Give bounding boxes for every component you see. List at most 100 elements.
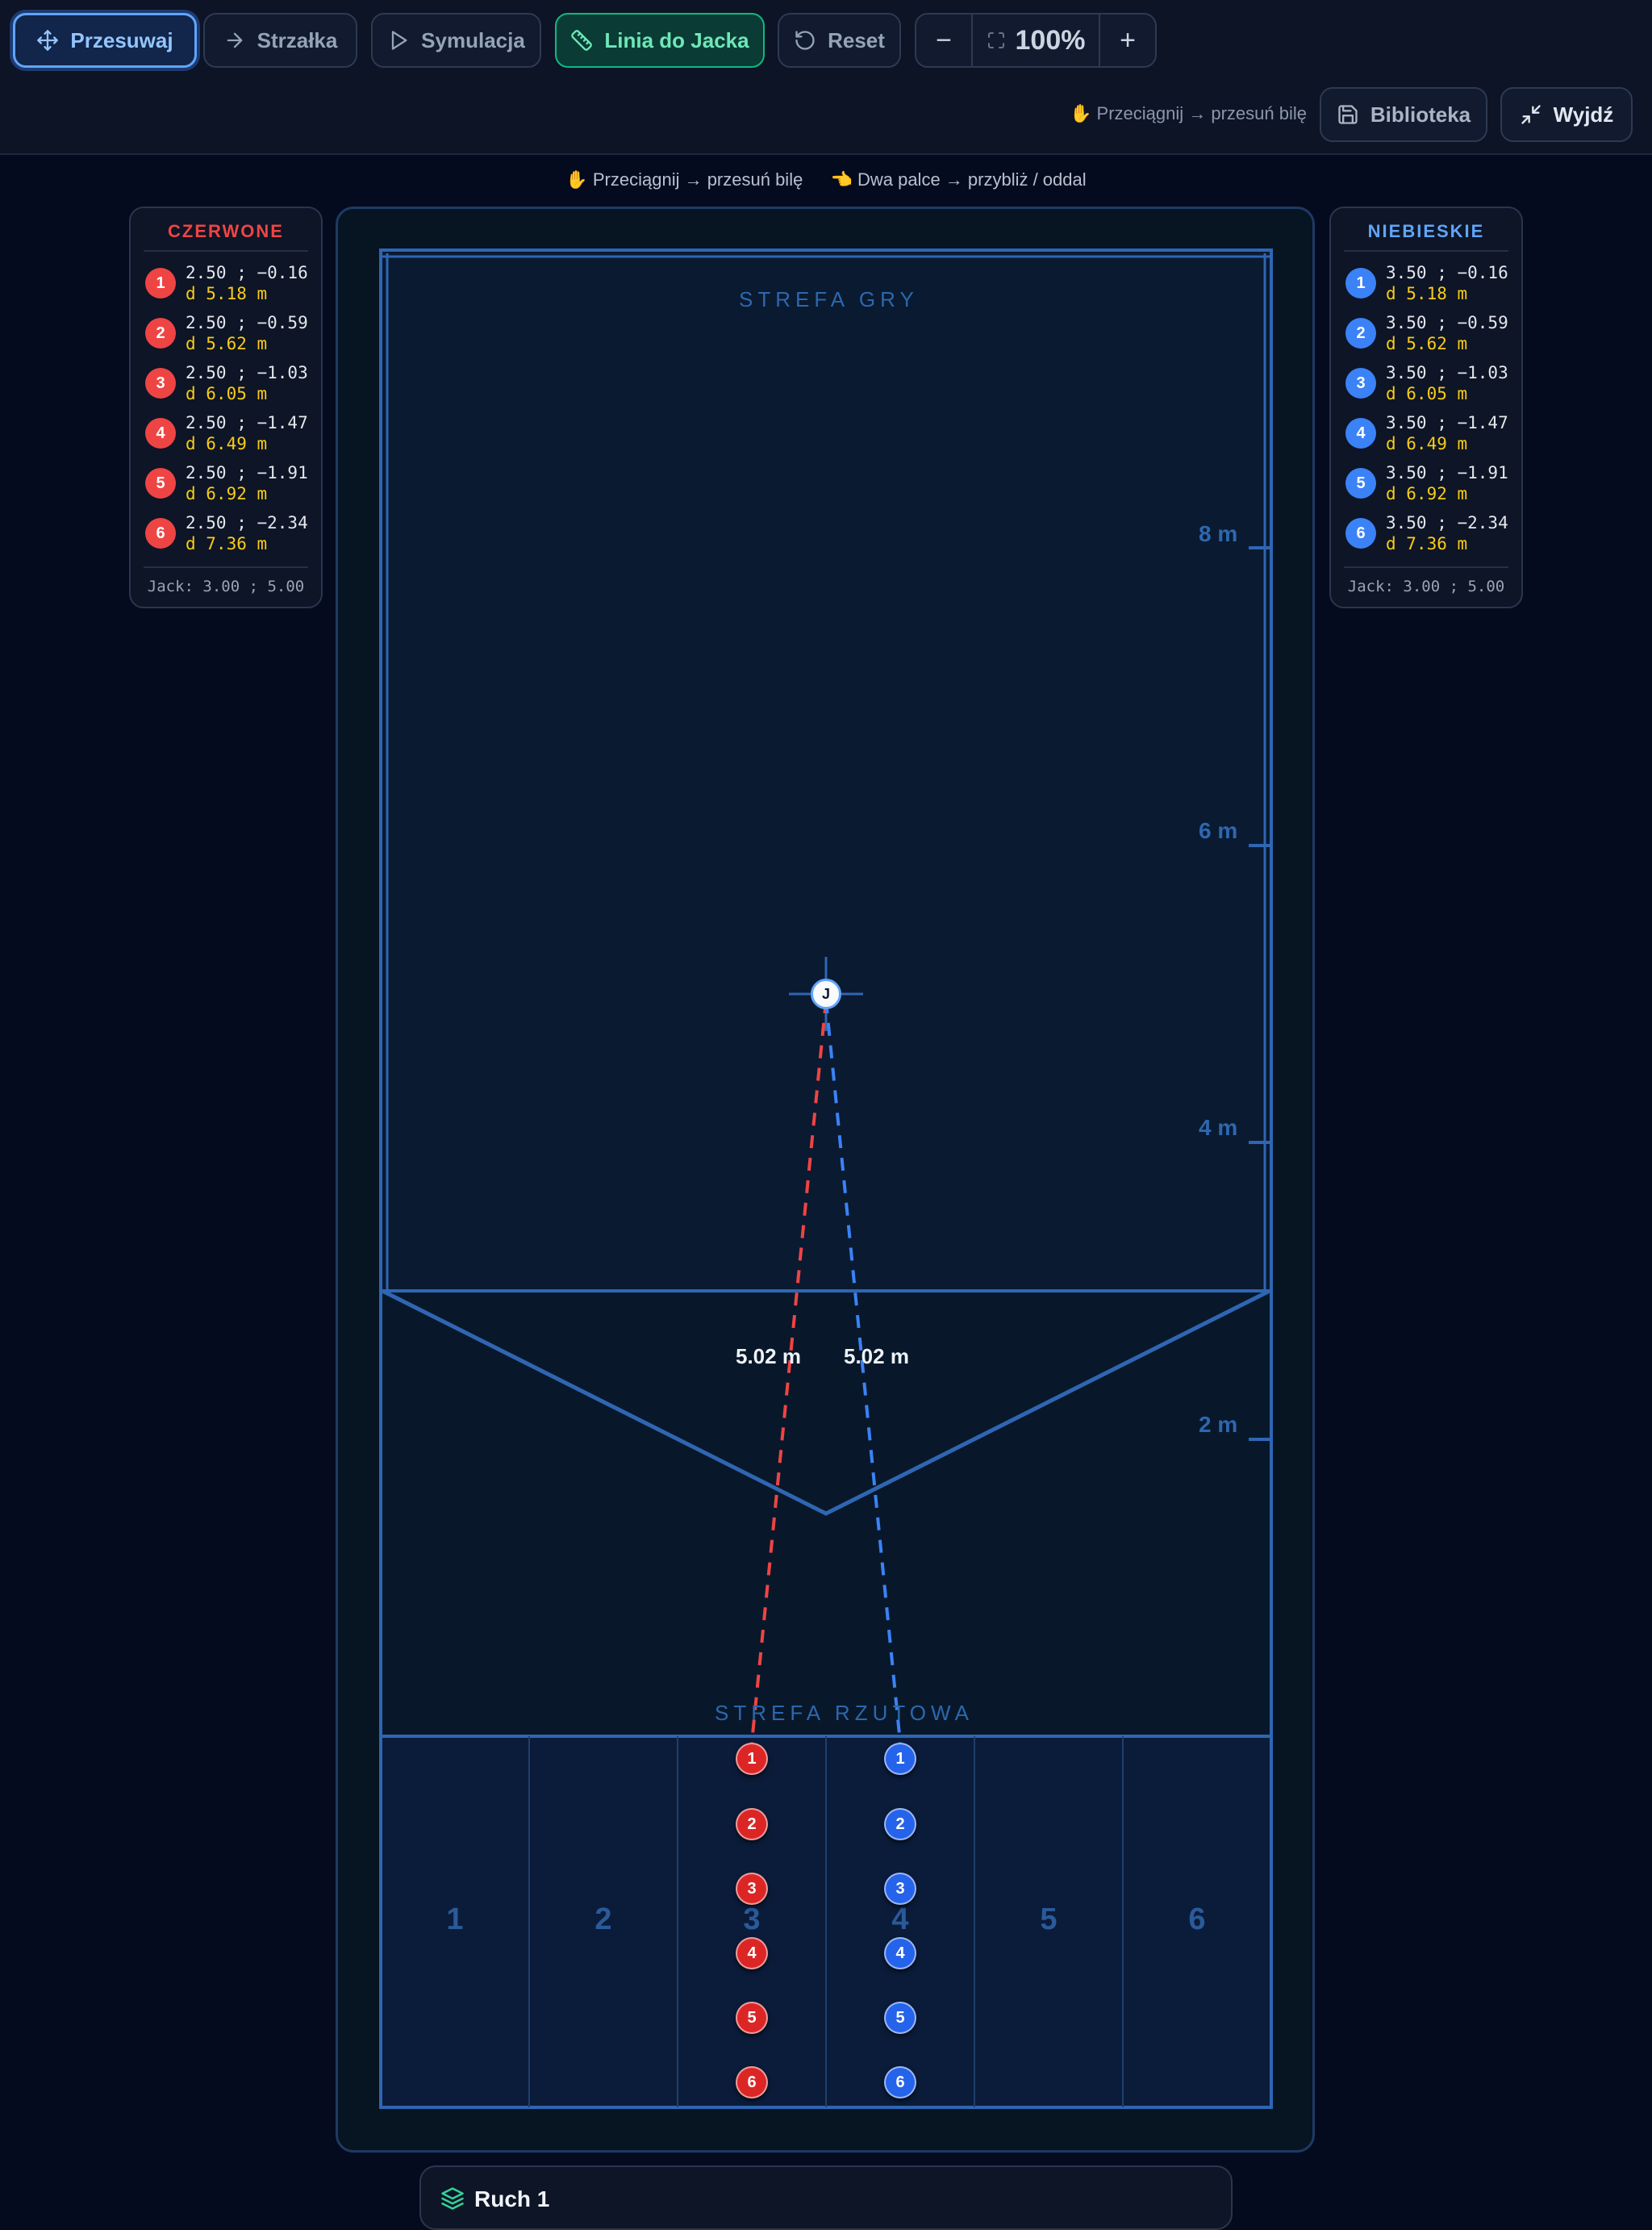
red-ball[interactable]: 1 bbox=[736, 1743, 768, 1775]
blue-ball-coords: 3.50 ; −1.47 bbox=[1386, 413, 1508, 432]
blue-ball[interactable]: 4 bbox=[884, 1937, 916, 1969]
blue-ball-coords: 3.50 ; −2.34 bbox=[1386, 513, 1508, 532]
blue-ball-info: 3.50 ; −1.47 d 6.49 m bbox=[1386, 412, 1508, 454]
red-ball-distance: d 5.62 m bbox=[186, 334, 268, 353]
red-ball-info: 2.50 ; −1.47 d 6.49 m bbox=[186, 412, 308, 454]
library-button[interactable]: Biblioteka bbox=[1320, 87, 1487, 142]
red-measure-line bbox=[750, 1000, 828, 1743]
distance-mark-6m: 6 m bbox=[1199, 818, 1238, 843]
lane-number: 3 bbox=[743, 1902, 761, 1936]
red-ball-info: 2.50 ; −1.91 d 6.92 m bbox=[186, 462, 308, 504]
red-ball-badge: 1 bbox=[145, 268, 176, 299]
blue-panel-row: 1 3.50 ; −0.16 d 5.18 m bbox=[1344, 258, 1508, 308]
red-ball-info: 2.50 ; −0.59 d 5.62 m bbox=[186, 312, 308, 354]
red-ball-distance: d 6.05 m bbox=[186, 384, 268, 403]
jack-ball[interactable]: J bbox=[811, 979, 841, 1009]
blue-panel-title: NIEBIESKIE bbox=[1344, 221, 1508, 252]
drag-gesture-hint: ✋ Przeciągnij → przesuń bilę bbox=[565, 169, 803, 190]
move-title: Ruch 1 bbox=[474, 2186, 550, 2211]
jack-line-button[interactable]: Linia do Jacka bbox=[555, 13, 765, 68]
lane-number: 1 bbox=[446, 1902, 464, 1936]
simulation-label: Symulacja bbox=[421, 27, 525, 52]
arrow-right-icon bbox=[227, 32, 242, 48]
blue-panel-jack-position: Jack: 3.00 ; 5.00 bbox=[1344, 566, 1508, 595]
blue-ball[interactable]: 1 bbox=[884, 1743, 916, 1775]
blue-ball[interactable]: 5 bbox=[884, 2002, 916, 2034]
blue-ball-badge: 4 bbox=[1345, 418, 1376, 449]
blue-panel-row: 6 3.50 ; −2.34 d 7.36 m bbox=[1344, 508, 1508, 558]
toolbar: Przesuwaj Strzałka Symulacja Linia do Ja… bbox=[0, 0, 1652, 155]
ruler-icon bbox=[571, 30, 593, 51]
red-panel-jack-position: Jack: 3.00 ; 5.00 bbox=[144, 566, 308, 595]
red-panel-row: 5 2.50 ; −1.91 d 6.92 m bbox=[144, 458, 308, 508]
red-panel-row: 2 2.50 ; −0.59 d 5.62 m bbox=[144, 308, 308, 358]
blue-ball-info: 3.50 ; −1.03 d 6.05 m bbox=[1386, 362, 1508, 404]
blue-panel-row: 3 3.50 ; −1.03 d 6.05 m bbox=[1344, 358, 1508, 408]
arrow-mode-button[interactable]: Strzałka bbox=[203, 13, 357, 68]
red-panel-row: 4 2.50 ; −1.47 d 6.49 m bbox=[144, 408, 308, 458]
red-ball-coords: 2.50 ; −1.91 bbox=[186, 463, 308, 482]
blue-ball-distance: d 6.92 m bbox=[1386, 484, 1468, 503]
lane-number: 4 bbox=[891, 1902, 909, 1936]
red-ball[interactable]: 5 bbox=[736, 2002, 768, 2034]
zoom-controls: − 100% + bbox=[915, 13, 1157, 68]
distance-mark-2m: 2 m bbox=[1199, 1412, 1238, 1437]
blue-ball-badge: 1 bbox=[1345, 268, 1376, 299]
blue-ball-badge: 3 bbox=[1345, 368, 1376, 399]
zoom-level-value: 100% bbox=[1015, 24, 1086, 56]
red-ball-distance: d 6.92 m bbox=[186, 484, 268, 503]
red-ball[interactable]: 4 bbox=[736, 1937, 768, 1969]
blue-ball-distance: d 5.18 m bbox=[1386, 284, 1468, 303]
red-ball[interactable]: 3 bbox=[736, 1873, 768, 1905]
exit-button[interactable]: Wyjdź bbox=[1500, 87, 1633, 142]
blue-ball-distance: d 5.62 m bbox=[1386, 334, 1468, 353]
simulation-button[interactable]: Symulacja bbox=[371, 13, 541, 68]
move-mode-button[interactable]: Przesuwaj bbox=[13, 13, 197, 68]
blue-panel-row: 2 3.50 ; −0.59 d 5.62 m bbox=[1344, 308, 1508, 358]
play-zone bbox=[379, 248, 1273, 1292]
reset-icon bbox=[795, 31, 815, 50]
blue-ball-coords: 3.50 ; −0.16 bbox=[1386, 263, 1508, 282]
red-ball-coords: 2.50 ; −0.59 bbox=[186, 313, 308, 332]
library-label: Biblioteka bbox=[1370, 102, 1471, 127]
blue-ball-badge: 5 bbox=[1345, 468, 1376, 499]
exit-label: Wyjdź bbox=[1553, 102, 1614, 127]
red-panel-row: 1 2.50 ; −0.16 d 5.18 m bbox=[144, 258, 308, 308]
red-ball-coords: 2.50 ; −1.47 bbox=[186, 413, 308, 432]
zoom-out-button[interactable]: − bbox=[916, 15, 973, 66]
red-ball[interactable]: 2 bbox=[736, 1808, 768, 1840]
zoom-reset-button[interactable]: 100% bbox=[973, 15, 1099, 66]
red-ball-coords: 2.50 ; −0.16 bbox=[186, 263, 308, 282]
red-ball-badge: 4 bbox=[145, 418, 176, 449]
lane-number: 6 bbox=[1188, 1902, 1206, 1936]
blue-ball[interactable]: 3 bbox=[884, 1873, 916, 1905]
red-ball[interactable]: 6 bbox=[736, 2066, 768, 2098]
red-ball-badge: 5 bbox=[145, 468, 176, 499]
gesture-hints: ✋ Przeciągnij → przesuń bilę 👈 Dwa palce… bbox=[0, 169, 1652, 190]
play-icon bbox=[392, 31, 407, 50]
distance-mark-4m: 4 m bbox=[1199, 1115, 1238, 1140]
blue-ball-info: 3.50 ; −0.59 d 5.62 m bbox=[1386, 312, 1508, 354]
zoom-in-button[interactable]: + bbox=[1099, 15, 1155, 66]
red-distance-label: 5.02 m bbox=[736, 1344, 801, 1368]
blue-ball[interactable]: 2 bbox=[884, 1808, 916, 1840]
blue-ball-info: 3.50 ; −0.16 d 5.18 m bbox=[1386, 262, 1508, 304]
reset-button[interactable]: Reset bbox=[778, 13, 901, 68]
blue-ball-distance: d 6.05 m bbox=[1386, 384, 1468, 403]
red-ball-info: 2.50 ; −1.03 d 6.05 m bbox=[186, 362, 308, 404]
red-ball-badge: 6 bbox=[145, 518, 176, 549]
blue-ball-coords: 3.50 ; −1.03 bbox=[1386, 363, 1508, 382]
red-panel-row: 3 2.50 ; −1.03 d 6.05 m bbox=[144, 358, 308, 408]
blue-ball-distance: d 7.36 m bbox=[1386, 534, 1468, 553]
minimize-icon bbox=[1521, 105, 1541, 124]
reset-label: Reset bbox=[828, 27, 885, 52]
pinch-gesture-hint: 👈 Dwa palce → przybliż / oddal bbox=[830, 169, 1087, 190]
red-ball-distance: d 6.49 m bbox=[186, 434, 268, 453]
red-ball-badge: 2 bbox=[145, 318, 176, 349]
blue-ball-distance: d 6.49 m bbox=[1386, 434, 1468, 453]
lane-number: 5 bbox=[1040, 1902, 1058, 1936]
fullscreen-icon bbox=[987, 32, 1004, 48]
play-zone-label: STREFA GRY bbox=[739, 287, 919, 311]
red-ball-distance: d 7.36 m bbox=[186, 534, 268, 553]
blue-ball[interactable]: 6 bbox=[884, 2066, 916, 2098]
